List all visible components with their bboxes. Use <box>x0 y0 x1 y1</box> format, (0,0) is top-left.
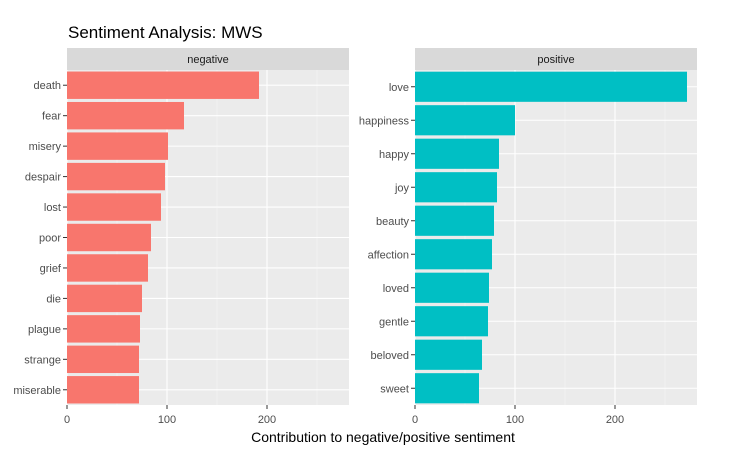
bar-affection <box>415 239 492 270</box>
x-tick-label: 0 <box>412 414 418 426</box>
bar-die <box>67 284 142 313</box>
bar-gentle <box>415 306 488 337</box>
category-label-poor: poor <box>39 233 61 245</box>
bar-love <box>415 71 687 102</box>
chart-panels: negative 0 100 200 death fear misery despair los… <box>13 48 697 426</box>
category-label-beloved: beloved <box>370 350 409 362</box>
category-label-love: love <box>389 82 409 94</box>
x-tick-label: 200 <box>258 414 276 426</box>
category-label-grief: grief <box>40 263 62 275</box>
category-label-affection: affection <box>368 249 409 261</box>
category-label-happy: happy <box>379 149 409 161</box>
bar-happiness <box>415 105 515 136</box>
bar-beauty <box>415 205 494 236</box>
bar-plague <box>67 315 140 343</box>
category-label-loved: loved <box>383 283 409 295</box>
category-label-strange: strange <box>24 354 61 366</box>
category-label-fear: fear <box>42 111 61 123</box>
category-label-beauty: beauty <box>376 216 410 228</box>
category-label-miserable: miserable <box>13 385 61 397</box>
category-label-joy: joy <box>394 182 410 194</box>
x-tick-label: 100 <box>158 414 176 426</box>
x-axis-title: Contribution to negative/positive sentim… <box>251 429 515 445</box>
category-label-plague: plague <box>28 324 61 336</box>
category-label-happiness: happiness <box>359 115 410 127</box>
bar-sweet <box>415 373 479 404</box>
category-label-despair: despair <box>25 172 61 184</box>
bar-lost <box>67 193 161 221</box>
strip-negative <box>67 48 349 70</box>
bar-poor <box>67 223 151 252</box>
category-label-lost: lost <box>44 202 61 214</box>
x-tick-label: 0 <box>64 414 70 426</box>
bar-loved <box>415 272 489 303</box>
bar-death <box>67 71 259 99</box>
bar-strange <box>67 345 139 374</box>
strip-label-negative: negative <box>187 54 229 66</box>
bar-despair <box>67 162 165 191</box>
bar-misery <box>67 132 168 160</box>
x-tick-label: 200 <box>606 414 624 426</box>
bar-miserable <box>67 376 139 404</box>
panel-positive: positive 0 100 200 love happiness happy joy beau… <box>359 48 697 426</box>
category-label-die: die <box>46 293 61 305</box>
bar-grief <box>67 254 148 282</box>
bar-happy <box>415 138 499 169</box>
category-label-misery: misery <box>29 141 62 153</box>
category-label-gentle: gentle <box>379 316 409 328</box>
bar-joy <box>415 172 497 203</box>
x-tick-label: 100 <box>506 414 524 426</box>
category-label-death: death <box>33 80 61 92</box>
category-label-sweet: sweet <box>380 383 409 395</box>
bar-beloved <box>415 339 482 370</box>
panel-negative: negative 0 100 200 death fear misery despair los… <box>13 48 349 426</box>
chart-title: Sentiment Analysis: MWS <box>68 23 263 42</box>
strip-positive <box>415 48 697 70</box>
bar-fear <box>67 101 184 130</box>
strip-label-positive: positive <box>537 54 574 66</box>
